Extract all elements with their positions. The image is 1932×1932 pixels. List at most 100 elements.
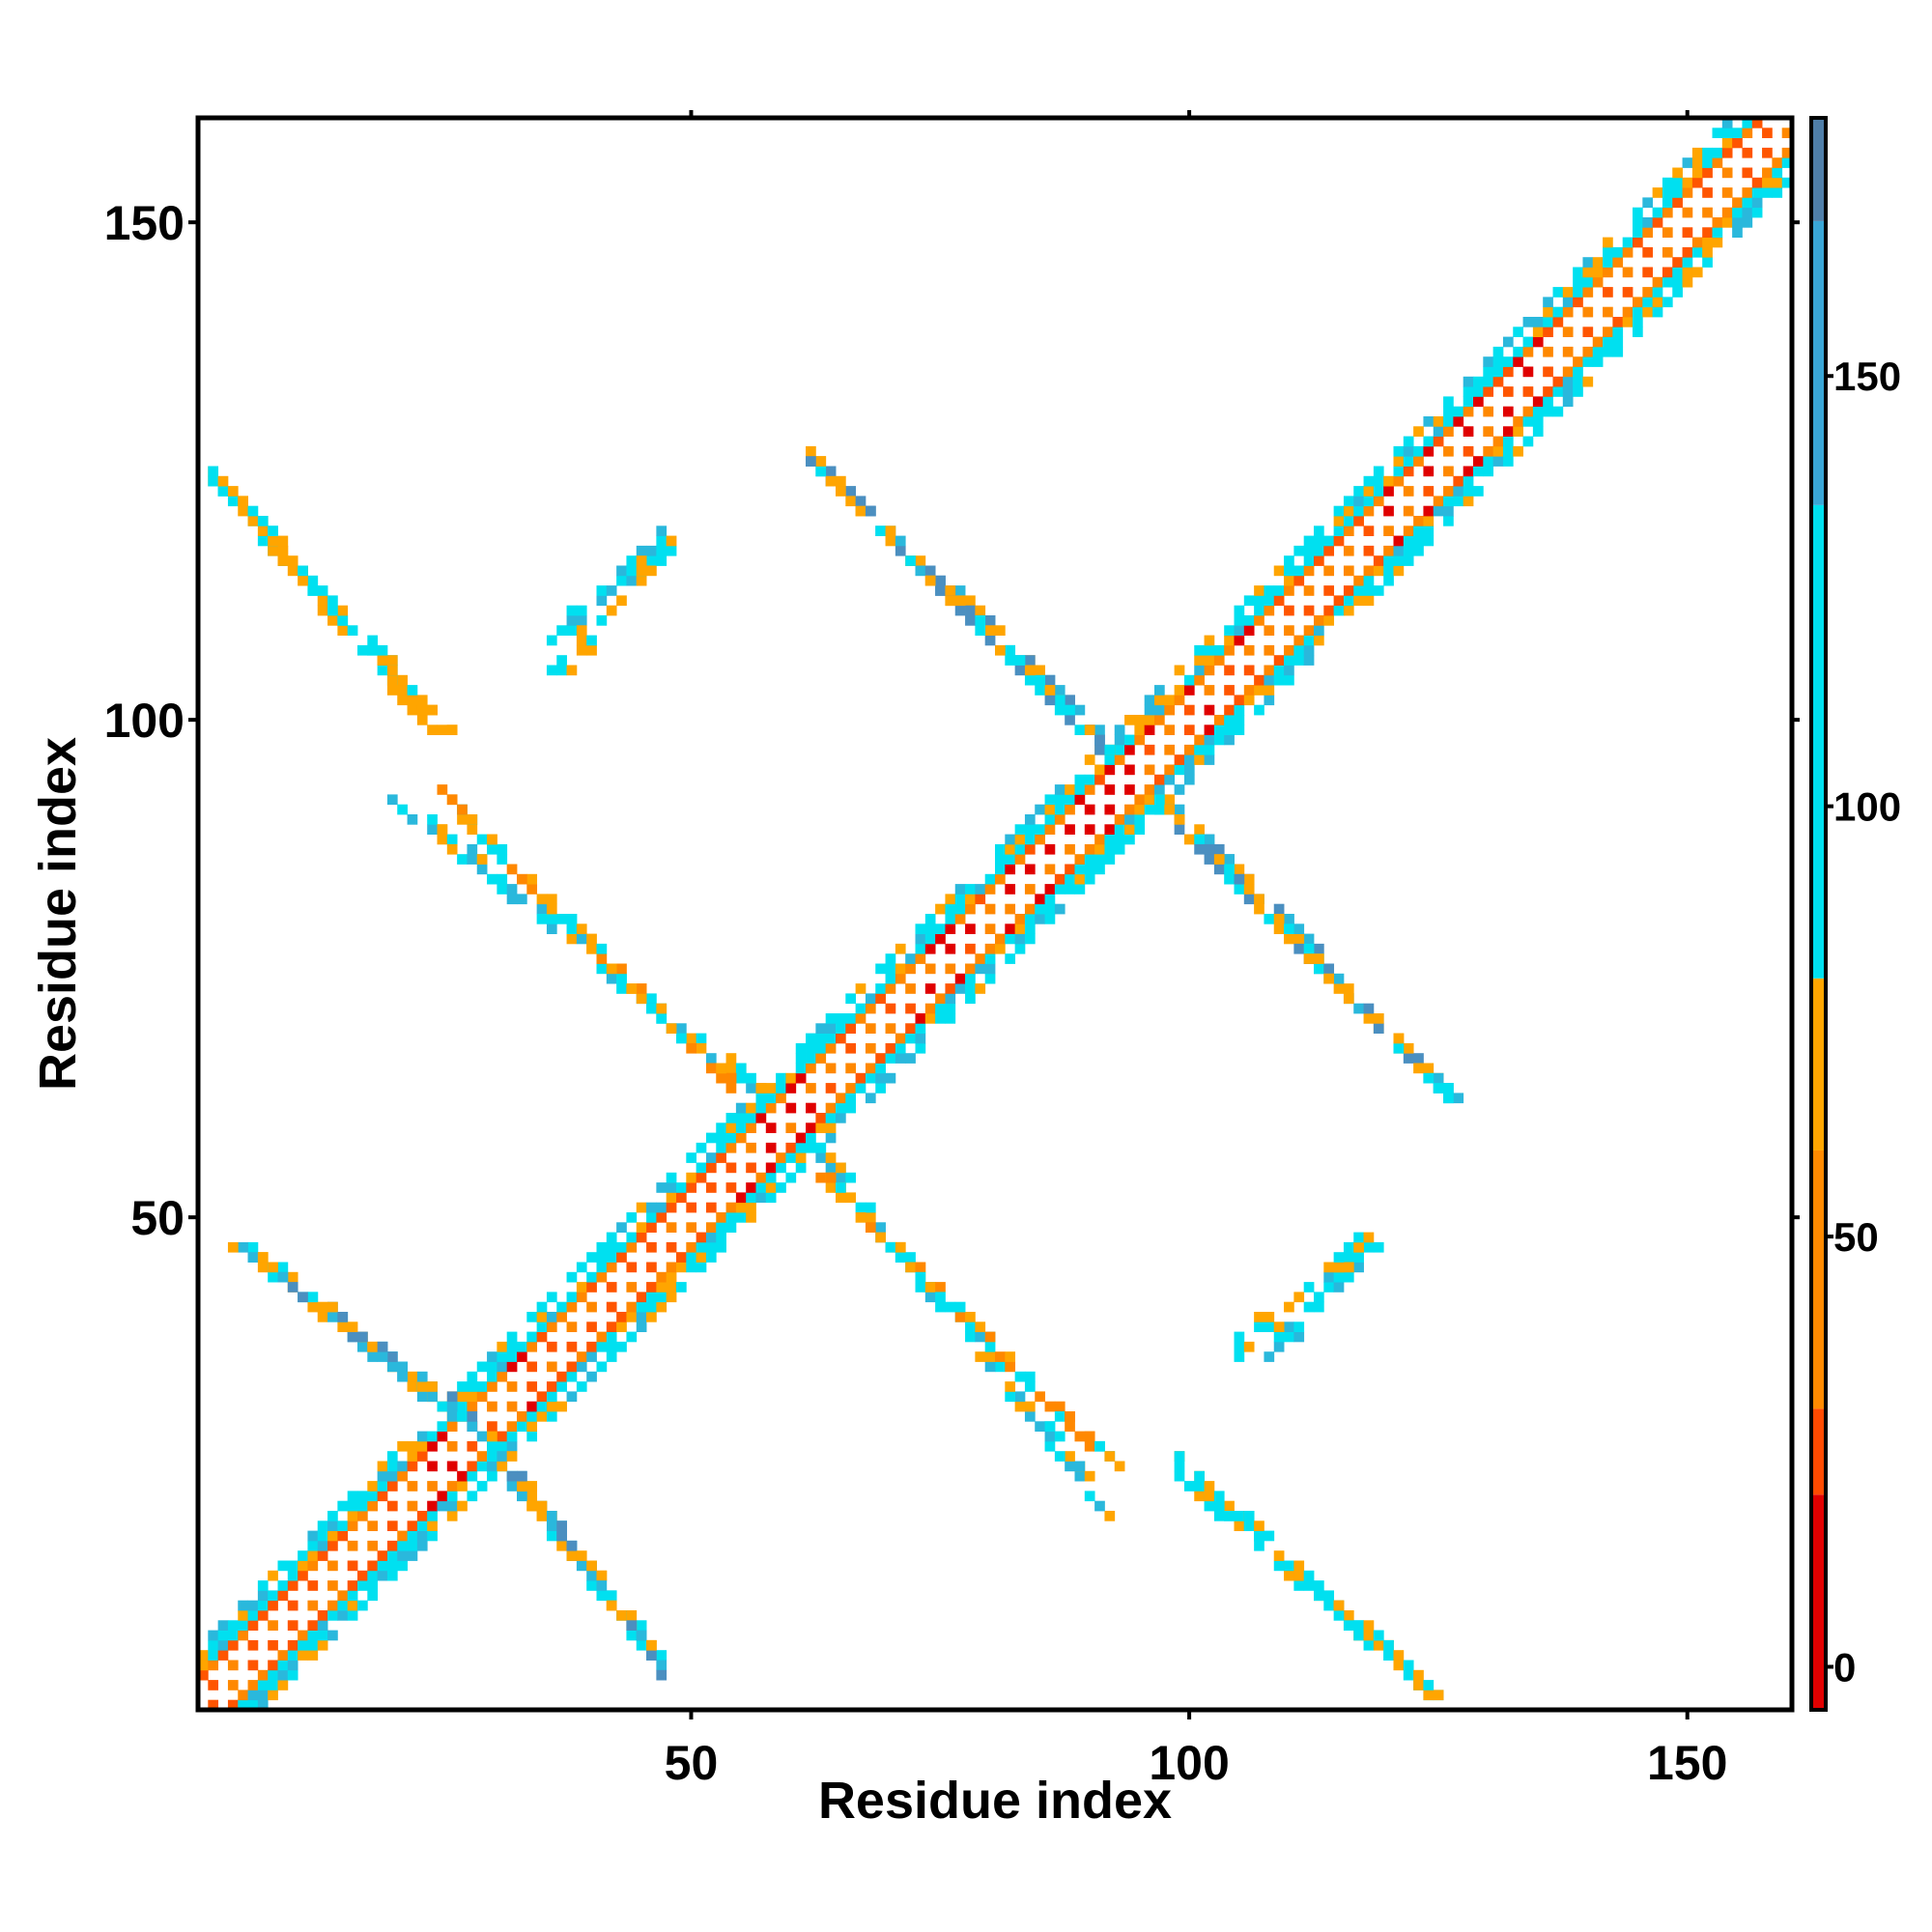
heatmap-cell bbox=[1483, 366, 1494, 378]
heatmap-cell bbox=[1691, 237, 1703, 248]
heatmap-cell bbox=[487, 1361, 497, 1373]
heatmap-cell bbox=[1104, 843, 1116, 855]
heatmap-cell bbox=[865, 505, 876, 517]
heatmap-cell bbox=[616, 963, 627, 975]
heatmap-cell bbox=[924, 923, 936, 934]
heatmap-cell bbox=[238, 1620, 248, 1631]
heatmap-cell bbox=[855, 1003, 867, 1014]
heatmap-cell bbox=[825, 1102, 837, 1114]
heatmap-cell bbox=[386, 685, 398, 696]
heatmap-cell bbox=[1284, 1570, 1294, 1581]
heatmap-cell bbox=[1582, 327, 1594, 337]
heatmap-cell bbox=[1243, 665, 1255, 676]
heatmap-cell bbox=[1682, 207, 1693, 218]
heatmap-cell bbox=[1603, 257, 1613, 268]
heatmap-cell bbox=[1592, 346, 1604, 357]
heatmap-cell bbox=[1314, 1580, 1324, 1591]
heatmap-cell bbox=[377, 1470, 388, 1482]
heatmap-cell bbox=[367, 1491, 379, 1502]
heatmap-cell bbox=[386, 665, 398, 676]
heatmap-cell bbox=[327, 1580, 338, 1591]
heatmap-cell bbox=[1672, 257, 1683, 268]
heatmap-cell bbox=[1154, 715, 1165, 725]
heatmap-cell bbox=[526, 1341, 538, 1352]
heatmap-cell bbox=[1502, 445, 1514, 457]
heatmap-cell bbox=[725, 1063, 737, 1074]
heatmap-cell bbox=[586, 1570, 597, 1581]
heatmap-cell bbox=[875, 963, 886, 975]
heatmap-cell bbox=[1463, 386, 1474, 397]
heatmap-cell bbox=[317, 1620, 328, 1631]
heatmap-cell bbox=[1622, 237, 1634, 248]
heatmap-cell bbox=[1772, 187, 1783, 198]
heatmap-cell bbox=[1393, 535, 1405, 547]
heatmap-cell bbox=[666, 1023, 677, 1034]
heatmap-cell bbox=[606, 1282, 617, 1293]
heatmap-cell bbox=[1035, 1421, 1045, 1432]
heatmap-cell bbox=[995, 1351, 1006, 1362]
heatmap-cell bbox=[806, 1122, 816, 1133]
heatmap-cell bbox=[954, 605, 966, 616]
heatmap-cell bbox=[1273, 1341, 1285, 1352]
heatmap-cell bbox=[327, 1520, 338, 1531]
heatmap-cell bbox=[556, 1530, 567, 1542]
heatmap-cell bbox=[1363, 505, 1375, 517]
heatmap-cell bbox=[1174, 695, 1185, 706]
heatmap-cell bbox=[1712, 128, 1723, 138]
heatmap-cell bbox=[238, 1690, 248, 1701]
heatmap-cell bbox=[576, 635, 587, 646]
heatmap-cell bbox=[1483, 466, 1494, 477]
heatmap-cell bbox=[517, 894, 527, 905]
heatmap-cell bbox=[1383, 1639, 1394, 1651]
heatmap-cell bbox=[984, 1361, 996, 1373]
heatmap-cell bbox=[1314, 943, 1324, 954]
heatmap-cell bbox=[1413, 445, 1424, 457]
heatmap-cell bbox=[1473, 486, 1484, 497]
heatmap-cell bbox=[1502, 406, 1514, 417]
heatmap-cell bbox=[666, 1271, 677, 1283]
heatmap-cell bbox=[1104, 854, 1116, 865]
heatmap-cell bbox=[1323, 615, 1335, 626]
heatmap-cell bbox=[1213, 843, 1225, 855]
heatmap-cell bbox=[1254, 1312, 1264, 1322]
heatmap-cell bbox=[765, 1093, 777, 1104]
heatmap-cell bbox=[1014, 1391, 1026, 1403]
heatmap-cell bbox=[865, 1063, 876, 1074]
heatmap-cell bbox=[1721, 118, 1733, 128]
heatmap-cell bbox=[497, 884, 508, 895]
heatmap-cell bbox=[287, 1600, 298, 1611]
heatmap-cell bbox=[1323, 963, 1335, 975]
heatmap-cell bbox=[576, 625, 587, 636]
heatmap-cell bbox=[1035, 1391, 1045, 1403]
heatmap-cell bbox=[1423, 1072, 1435, 1084]
heatmap-cell bbox=[1702, 147, 1713, 158]
heatmap-cell bbox=[1293, 1331, 1305, 1343]
heatmap-cell bbox=[457, 804, 468, 815]
heatmap-cell bbox=[616, 1312, 627, 1322]
heatmap-cell bbox=[965, 993, 976, 1005]
heatmap-cell bbox=[1134, 715, 1146, 725]
heatmap-cell bbox=[217, 1630, 229, 1641]
heatmap-cell bbox=[277, 1680, 289, 1690]
heatmap-cell bbox=[1094, 864, 1105, 875]
heatmap-cell bbox=[1433, 416, 1444, 427]
heatmap-cell bbox=[247, 1610, 259, 1621]
heatmap-cell bbox=[476, 834, 488, 845]
heatmap-cell bbox=[247, 1241, 259, 1253]
heatmap-cell bbox=[238, 1241, 248, 1253]
heatmap-cell bbox=[984, 1331, 996, 1343]
heatmap-cell bbox=[725, 1162, 737, 1174]
heatmap-cell bbox=[497, 1440, 508, 1452]
heatmap-cell bbox=[1343, 526, 1354, 536]
heatmap-cell bbox=[626, 555, 638, 566]
heatmap-cell bbox=[407, 814, 418, 825]
heatmap-cell bbox=[1682, 177, 1693, 188]
heatmap-cell bbox=[546, 1361, 557, 1373]
heatmap-cell bbox=[386, 1570, 398, 1581]
heatmap-cell bbox=[696, 1241, 707, 1253]
heatmap-cell bbox=[1284, 565, 1294, 577]
heatmap-cell bbox=[965, 973, 976, 984]
heatmap-cell bbox=[1194, 843, 1205, 855]
heatmap-cell bbox=[467, 1411, 478, 1422]
heatmap-cell bbox=[397, 1540, 408, 1551]
